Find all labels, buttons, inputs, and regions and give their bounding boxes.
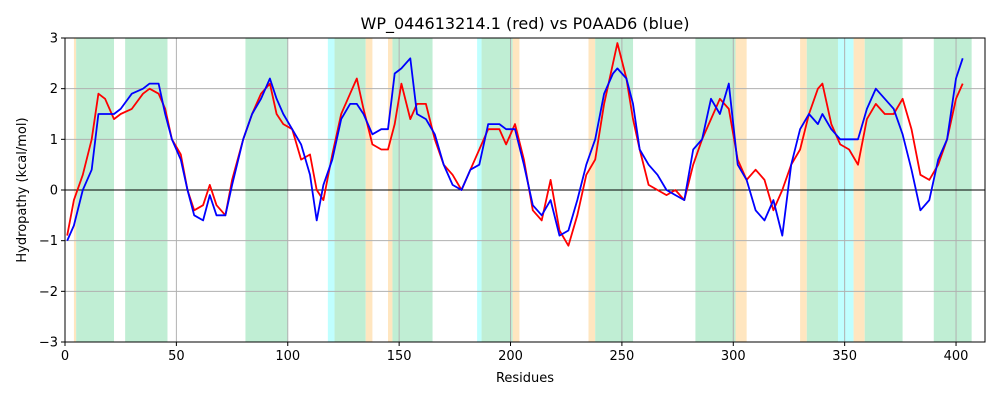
x-tick-label: 350 xyxy=(832,349,857,364)
x-axis-label: Residues xyxy=(496,371,554,386)
x-tick-label: 250 xyxy=(609,349,634,364)
y-tick-label: 0 xyxy=(50,184,58,199)
x-tick-label: 0 xyxy=(61,349,69,364)
y-tick-label: −3 xyxy=(39,336,58,351)
y-tick-label: 2 xyxy=(50,82,58,97)
y-axis-ticks: −3 −2 −1 0 1 2 3 xyxy=(39,32,65,351)
x-tick-label: 50 xyxy=(168,349,185,364)
y-tick-label: 3 xyxy=(50,32,58,47)
y-axis-label: Hydropathy (kcal/mol) xyxy=(15,117,30,262)
x-tick-label: 300 xyxy=(721,349,746,364)
y-tick-label: −1 xyxy=(39,234,58,249)
blue-series-line xyxy=(66,57,964,242)
x-axis-ticks: 0 50 100 150 200 250 300 350 400 xyxy=(61,342,969,364)
red-series-line xyxy=(66,42,964,247)
y-tick-label: 1 xyxy=(50,133,58,148)
x-tick-label: 400 xyxy=(944,349,969,364)
y-tick-label: −2 xyxy=(39,285,58,300)
hydropathy-series xyxy=(66,42,964,247)
x-tick-label: 100 xyxy=(275,349,300,364)
x-tick-label: 200 xyxy=(498,349,523,364)
chart-title: WP_044613214.1 (red) vs P0AAD6 (blue) xyxy=(361,14,690,34)
x-tick-label: 150 xyxy=(387,349,412,364)
